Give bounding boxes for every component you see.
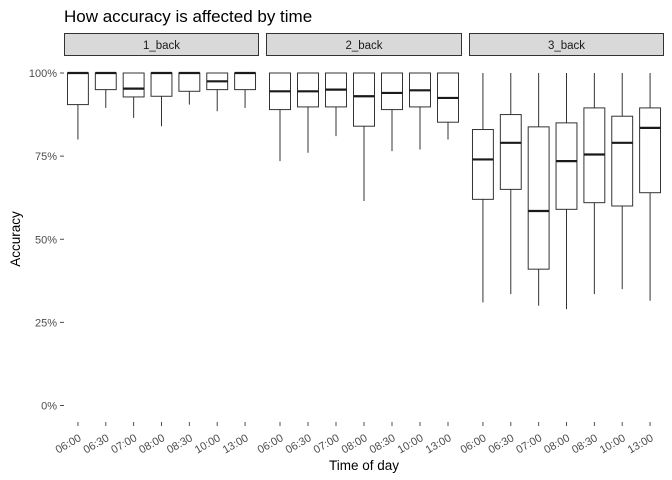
box-iqr	[555, 122, 578, 210]
box-iqr	[381, 72, 403, 111]
facet-strip	[469, 33, 664, 56]
x-tick-label: 06:30	[486, 432, 516, 456]
x-tick-label: 07:00	[514, 432, 544, 456]
box-3_back-10:00	[611, 73, 634, 290]
box-iqr	[94, 72, 117, 91]
x-tick-label: 08:00	[137, 432, 167, 456]
box-iqr	[499, 114, 522, 190]
x-tick-label: 06:00	[459, 432, 489, 456]
box-iqr	[178, 72, 201, 92]
box-3_back-08:00	[555, 73, 578, 310]
box-2_back-10:00	[409, 72, 431, 150]
facet-strip-label: 3_back	[548, 40, 585, 52]
facet-strip	[64, 33, 259, 56]
y-tick-label: 75%	[35, 151, 57, 163]
y-tick-label: 25%	[35, 317, 57, 329]
x-tick-label: 07:00	[312, 432, 342, 456]
box-2_back-08:00	[353, 72, 375, 202]
x-tick-label: 08:30	[570, 432, 600, 456]
box-iqr	[611, 115, 634, 207]
box-1_back-08:30	[178, 71, 201, 105]
box-iqr	[471, 129, 494, 200]
facet-strip-label: 1_back	[143, 40, 180, 52]
box-iqr	[122, 72, 145, 98]
x-tick-label: 08:30	[368, 432, 398, 456]
facet-2_back: 2_back 06:0006:3007:0008:0008:3010:0013:0…	[256, 33, 462, 456]
box-2_back-08:30	[381, 72, 403, 152]
box-1_back-07:00	[122, 72, 145, 118]
x-tick-label: 10:00	[193, 432, 223, 456]
box-1_back-10:00	[206, 72, 229, 112]
y-axis-label: Accuracy	[8, 211, 23, 267]
box-2_back-06:00	[269, 72, 291, 162]
box-iqr	[639, 107, 662, 194]
chart-title: How accuracy is affected by time	[64, 7, 312, 26]
box-2_back-13:00	[437, 72, 459, 140]
facet-panels: 1_back06:0006:3007:0008:0008:3010:0013:0…	[54, 33, 664, 456]
box-1_back-08:00	[150, 71, 173, 127]
x-tick-label: 13:00	[424, 432, 454, 456]
y-tick-label: 50%	[35, 234, 57, 246]
box-2_back-06:30	[297, 72, 319, 153]
facet-strip-label: 2_back	[345, 40, 382, 52]
box-iqr	[353, 72, 375, 127]
box-2_back-07:00	[325, 72, 347, 137]
x-tick-label: 06:00	[256, 432, 286, 456]
box-1_back-06:00	[66, 71, 89, 140]
box-3_back-07:00	[527, 73, 550, 306]
box-iqr	[66, 72, 89, 106]
x-tick-label: 13:00	[221, 432, 251, 456]
facet-strip	[266, 33, 462, 56]
x-tick-label: 13:00	[626, 432, 656, 456]
box-iqr	[234, 72, 257, 91]
x-axis-label: Time of day	[329, 458, 399, 473]
x-tick-label: 10:00	[598, 432, 628, 456]
box-3_back-06:00	[471, 73, 494, 303]
x-tick-label: 06:00	[54, 432, 84, 456]
box-3_back-08:30	[583, 73, 606, 295]
y-axis: 0% 25% 50% 75% 100%	[29, 68, 64, 413]
x-tick-label: 06:30	[284, 432, 314, 456]
box-1_back-06:30	[94, 71, 117, 108]
facet-1_back: 1_back 06:0006:3007:0008:0008:3010:0013:0…	[54, 33, 259, 456]
box-iqr	[297, 72, 319, 108]
box-iqr	[150, 72, 173, 97]
y-tick-label: 100%	[29, 68, 57, 80]
box-3_back-06:30	[499, 73, 522, 295]
x-tick-label: 08:00	[542, 432, 572, 456]
facet-3_back: 3_back 06:0006:3007:0008:0008:3010:0013:0…	[459, 33, 664, 456]
x-tick-label: 07:00	[109, 432, 139, 456]
y-tick-label: 0%	[41, 401, 57, 413]
x-tick-label: 08:00	[340, 432, 370, 456]
box-1_back-13:00	[234, 71, 257, 108]
x-tick-label: 10:00	[396, 432, 426, 456]
x-tick-label: 08:30	[165, 432, 195, 456]
box-iqr	[527, 126, 550, 270]
x-tick-label: 06:30	[81, 432, 111, 456]
box-3_back-13:00	[639, 73, 662, 301]
